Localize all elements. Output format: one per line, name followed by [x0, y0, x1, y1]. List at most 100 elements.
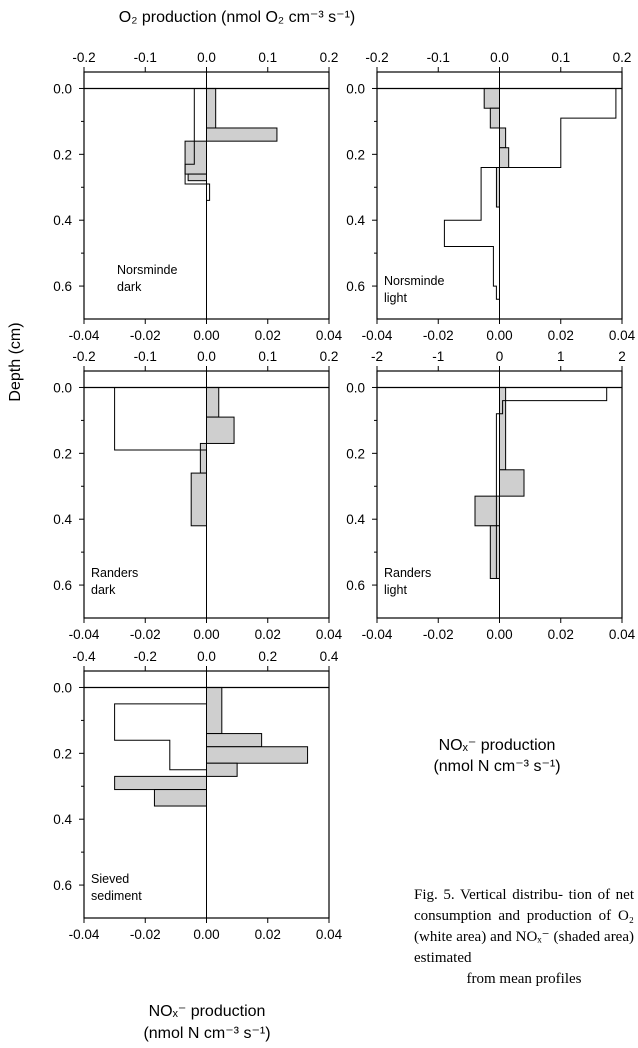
top-tick-label: 0.2 — [258, 649, 277, 664]
nox-bar — [206, 386, 220, 418]
bottom-tick-label: 0.02 — [548, 328, 574, 343]
bottom-tick-label: 0.02 — [548, 627, 574, 642]
panel-label: Norsminde — [117, 263, 177, 277]
bottom-tick-label: 0.04 — [316, 328, 343, 343]
bottom-tick-label: 0.00 — [486, 328, 512, 343]
top-tick-label: -0.2 — [72, 50, 95, 65]
top-tick-label: -2 — [371, 349, 383, 364]
nox-bar — [489, 107, 500, 129]
nox-bar — [499, 127, 507, 149]
top-tick-label: 0.0 — [197, 649, 216, 664]
y-tick-label: 0.2 — [346, 147, 365, 162]
top-tick-label: -0.2 — [134, 649, 157, 664]
panel-label: Norsminde — [384, 274, 444, 288]
y-tick-label: 0.4 — [53, 512, 72, 527]
y-tick-label: 0.0 — [53, 380, 72, 395]
panel-label: light — [384, 583, 407, 597]
y-tick-label: 0.6 — [53, 578, 72, 593]
panel-4: -0.04 -0.02 0.00 0.02 0.04 -2 -1 0 1 2 0.0 0.2 0.4 0.… — [346, 349, 635, 642]
y-tick-label: 0.4 — [53, 213, 72, 228]
y-tick-label: 0.2 — [53, 446, 72, 461]
o2-profile-line — [114, 387, 207, 451]
nox-bar — [206, 746, 309, 764]
bottom-axis-title-left-line2: (nmol N cm⁻³ s⁻¹) — [143, 1025, 270, 1042]
panel-label: dark — [117, 280, 142, 294]
top-tick-label: -0.2 — [365, 50, 388, 65]
panel-2: -0.04 -0.02 0.00 0.02 0.04 -0.2 -0.1 0.0 0.1 0.2 0… — [346, 50, 635, 343]
bottom-tick-label: -0.04 — [362, 627, 393, 642]
top-tick-label: -0.2 — [72, 349, 95, 364]
nox-bar — [474, 495, 500, 527]
nox-bar — [489, 525, 500, 579]
bottom-axis-title-right-line1: NOₓ⁻ production — [439, 737, 556, 754]
nox-bar — [499, 469, 525, 497]
top-tick-label: -1 — [432, 349, 444, 364]
y-tick-label: 0.0 — [53, 680, 72, 695]
top-tick-label: 0.0 — [197, 349, 216, 364]
nox-bar — [206, 127, 278, 142]
top-tick-label: 0 — [496, 349, 504, 364]
y-tick-label: 0.0 — [53, 81, 72, 96]
nox-bar — [483, 87, 500, 109]
figure-caption: Fig. 5. Vertical distribu- tion of net c… — [414, 885, 634, 990]
panels: -0.04 -0.02 0.00 0.02 0.04-0.2 -0.1 0.0 0.1 0.20… — [53, 50, 635, 942]
bottom-tick-label: 0.02 — [255, 328, 281, 343]
bottom-tick-label: 0.02 — [255, 927, 281, 942]
bottom-tick-label: 0.04 — [609, 328, 636, 343]
bottom-tick-label: -0.04 — [69, 927, 100, 942]
y-tick-label: 0.4 — [53, 812, 72, 827]
nox-bar — [206, 87, 217, 129]
top-tick-label: 0.2 — [320, 50, 339, 65]
top-tick-label: 0.1 — [258, 349, 277, 364]
y-tick-label: 0.0 — [346, 380, 365, 395]
y-tick-label: 0.0 — [346, 81, 365, 96]
panel-label: Randers — [384, 566, 431, 580]
bottom-tick-label: 0.00 — [193, 328, 219, 343]
caption-line: Fig. 5. Vertical distribu- — [414, 887, 564, 903]
bottom-tick-label: -0.04 — [362, 328, 393, 343]
bottom-tick-label: -0.02 — [130, 328, 161, 343]
y-tick-label: 0.4 — [346, 512, 365, 527]
panel-3: -0.04 -0.02 0.00 0.02 0.04 -0.2 -0.1 0.0 0.1 0.2 0… — [53, 349, 342, 642]
bottom-axis-title-right-line2: (nmol N cm⁻³ s⁻¹) — [433, 758, 560, 775]
bottom-axis-title-left-line1: NOₓ⁻ production — [149, 1003, 266, 1020]
nox-bar — [206, 686, 223, 735]
bottom-tick-label: 0.04 — [316, 627, 343, 642]
o2-profile-line — [114, 687, 207, 777]
nox-bar — [499, 386, 507, 471]
y-tick-label: 0.2 — [53, 147, 72, 162]
caption-line: from mean profiles — [466, 971, 582, 987]
panel-5: -0.04 -0.02 0.00 0.02 0.04 -0.4 -0.2 0.0 0.2 0.4 0… — [53, 649, 342, 942]
top-tick-label: 0.1 — [551, 50, 570, 65]
nox-bar — [184, 140, 207, 175]
top-tick-label: 0.4 — [320, 649, 339, 664]
panel-label: light — [384, 291, 407, 305]
y-tick-label: 0.6 — [346, 279, 365, 294]
panel-label: dark — [91, 583, 116, 597]
panel-label: sediment — [91, 889, 142, 903]
bottom-tick-label: 0.00 — [193, 927, 219, 942]
top-tick-label: 0.1 — [258, 50, 277, 65]
o2-profile-line — [184, 88, 211, 201]
nox-bar — [153, 789, 207, 807]
top-tick-label: 2 — [618, 349, 626, 364]
y-tick-label: 0.6 — [346, 578, 365, 593]
nox-bar — [187, 173, 207, 182]
bottom-tick-label: -0.02 — [130, 927, 161, 942]
y-tick-label: 0.4 — [346, 213, 365, 228]
nox-bar — [199, 442, 207, 474]
panel-1: -0.04 -0.02 0.00 0.02 0.04 -0.2 -0.1 0.0 0.1 0.2 0… — [53, 50, 342, 343]
top-tick-label: 0.0 — [197, 50, 216, 65]
caption-line: (shaded area) estimated — [414, 929, 634, 966]
nox-bar — [206, 416, 235, 444]
nox-bar — [499, 147, 510, 169]
top-tick-label: -0.1 — [134, 50, 157, 65]
y-tick-label: 0.6 — [53, 878, 72, 893]
bottom-tick-label: -0.04 — [69, 627, 100, 642]
y-tick-label: 0.2 — [53, 746, 72, 761]
bottom-tick-label: -0.02 — [423, 328, 454, 343]
y-tick-label: 0.2 — [346, 446, 365, 461]
y-axis-title: Depth (cm) — [7, 322, 24, 401]
o2-profile-line — [495, 387, 608, 579]
panel-label: Randers — [91, 566, 138, 580]
